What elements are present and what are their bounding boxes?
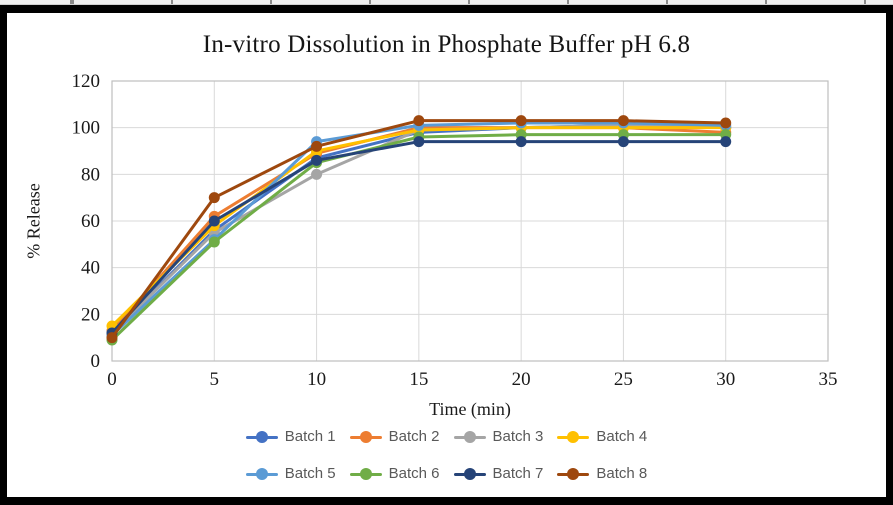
y-tick-label: 80: [81, 164, 100, 185]
legend-item-batch-5: Batch 5: [245, 465, 336, 482]
legend-label: Batch 1: [284, 428, 336, 445]
legend-label: Batch 6: [388, 465, 440, 482]
x-tick-label: 15: [409, 369, 428, 390]
x-tick-label: 35: [819, 369, 838, 390]
y-axis-title: % Release: [23, 183, 44, 259]
plot-border: [111, 80, 829, 362]
series-marker-batch-8: [720, 117, 732, 129]
series-marker-batch-7: [413, 136, 425, 148]
legend-item-batch-2: Batch 2: [349, 428, 440, 445]
legend-label: Batch 3: [492, 428, 544, 445]
x-tick-label: 30: [716, 369, 735, 390]
legend-line-dot-icon: [245, 467, 278, 480]
y-tick-label: 40: [81, 258, 100, 279]
legend-line-dot-icon: [349, 430, 382, 443]
x-axis-title: Time (min): [429, 399, 511, 419]
y-tick-label: 0: [91, 351, 101, 372]
chart-title: In-vitro Dissolution in Phosphate Buffer…: [202, 31, 691, 58]
series-marker-batch-8: [515, 115, 527, 127]
series-marker-batch-7: [208, 215, 220, 227]
y-tick-label: 20: [81, 304, 100, 325]
series-marker-batch-8: [208, 192, 220, 204]
legend-label: Batch 4: [596, 428, 648, 445]
series-marker-batch-8: [106, 332, 118, 344]
chart-frame: In-vitro Dissolution in Phosphate Buffer…: [7, 13, 886, 497]
legend-line-dot-icon: [557, 430, 590, 443]
legend-item-batch-8: Batch 8: [557, 465, 647, 482]
x-tick-label: 5: [210, 369, 220, 390]
legend-row-2: Batch 5 Batch 6 Batch 7 Batch 8: [7, 465, 886, 482]
legend-item-batch-4: Batch 4: [557, 428, 647, 445]
legend-line-dot-icon: [349, 467, 382, 480]
legend-item-batch-3: Batch 3: [453, 428, 544, 445]
series-marker-batch-7: [515, 136, 527, 148]
series-marker-batch-8: [617, 115, 629, 127]
series-marker-batch-3: [311, 168, 323, 180]
legend-line-dot-icon: [453, 467, 486, 480]
legend-row-1: Batch 1 Batch 2 Batch 3 Batch 4: [7, 428, 886, 445]
x-tick-label: 20: [512, 369, 531, 390]
legend-item-batch-1: Batch 1: [245, 428, 336, 445]
y-tick-label: 60: [81, 211, 100, 232]
legend-item-batch-6: Batch 6: [349, 465, 440, 482]
legend-line-dot-icon: [557, 467, 590, 480]
x-tick-label: 25: [614, 369, 633, 390]
legend-line-dot-icon: [245, 430, 278, 443]
x-tick-label: 0: [107, 369, 117, 390]
series-marker-batch-7: [311, 154, 323, 166]
legend-label: Batch 8: [596, 465, 648, 482]
legend-label: Batch 7: [492, 465, 544, 482]
series-marker-batch-6: [208, 236, 220, 248]
legend-label: Batch 2: [388, 428, 440, 445]
plot-area: 0 20 40 60 80 100 120 0 5 10 15 20 25 30 35: [72, 71, 838, 390]
legend-item-batch-7: Batch 7: [453, 465, 544, 482]
series-marker-batch-8: [311, 140, 323, 152]
series-marker-batch-7: [617, 136, 629, 148]
spreadsheet-row-edge: [0, 0, 893, 5]
legend-line-dot-icon: [453, 430, 486, 443]
y-tick-label: 120: [72, 71, 101, 92]
y-tick-label: 100: [72, 118, 101, 139]
x-tick-label: 10: [307, 369, 326, 390]
legend-label: Batch 5: [284, 465, 336, 482]
series-marker-batch-8: [413, 115, 425, 127]
series-marker-batch-7: [720, 136, 732, 148]
